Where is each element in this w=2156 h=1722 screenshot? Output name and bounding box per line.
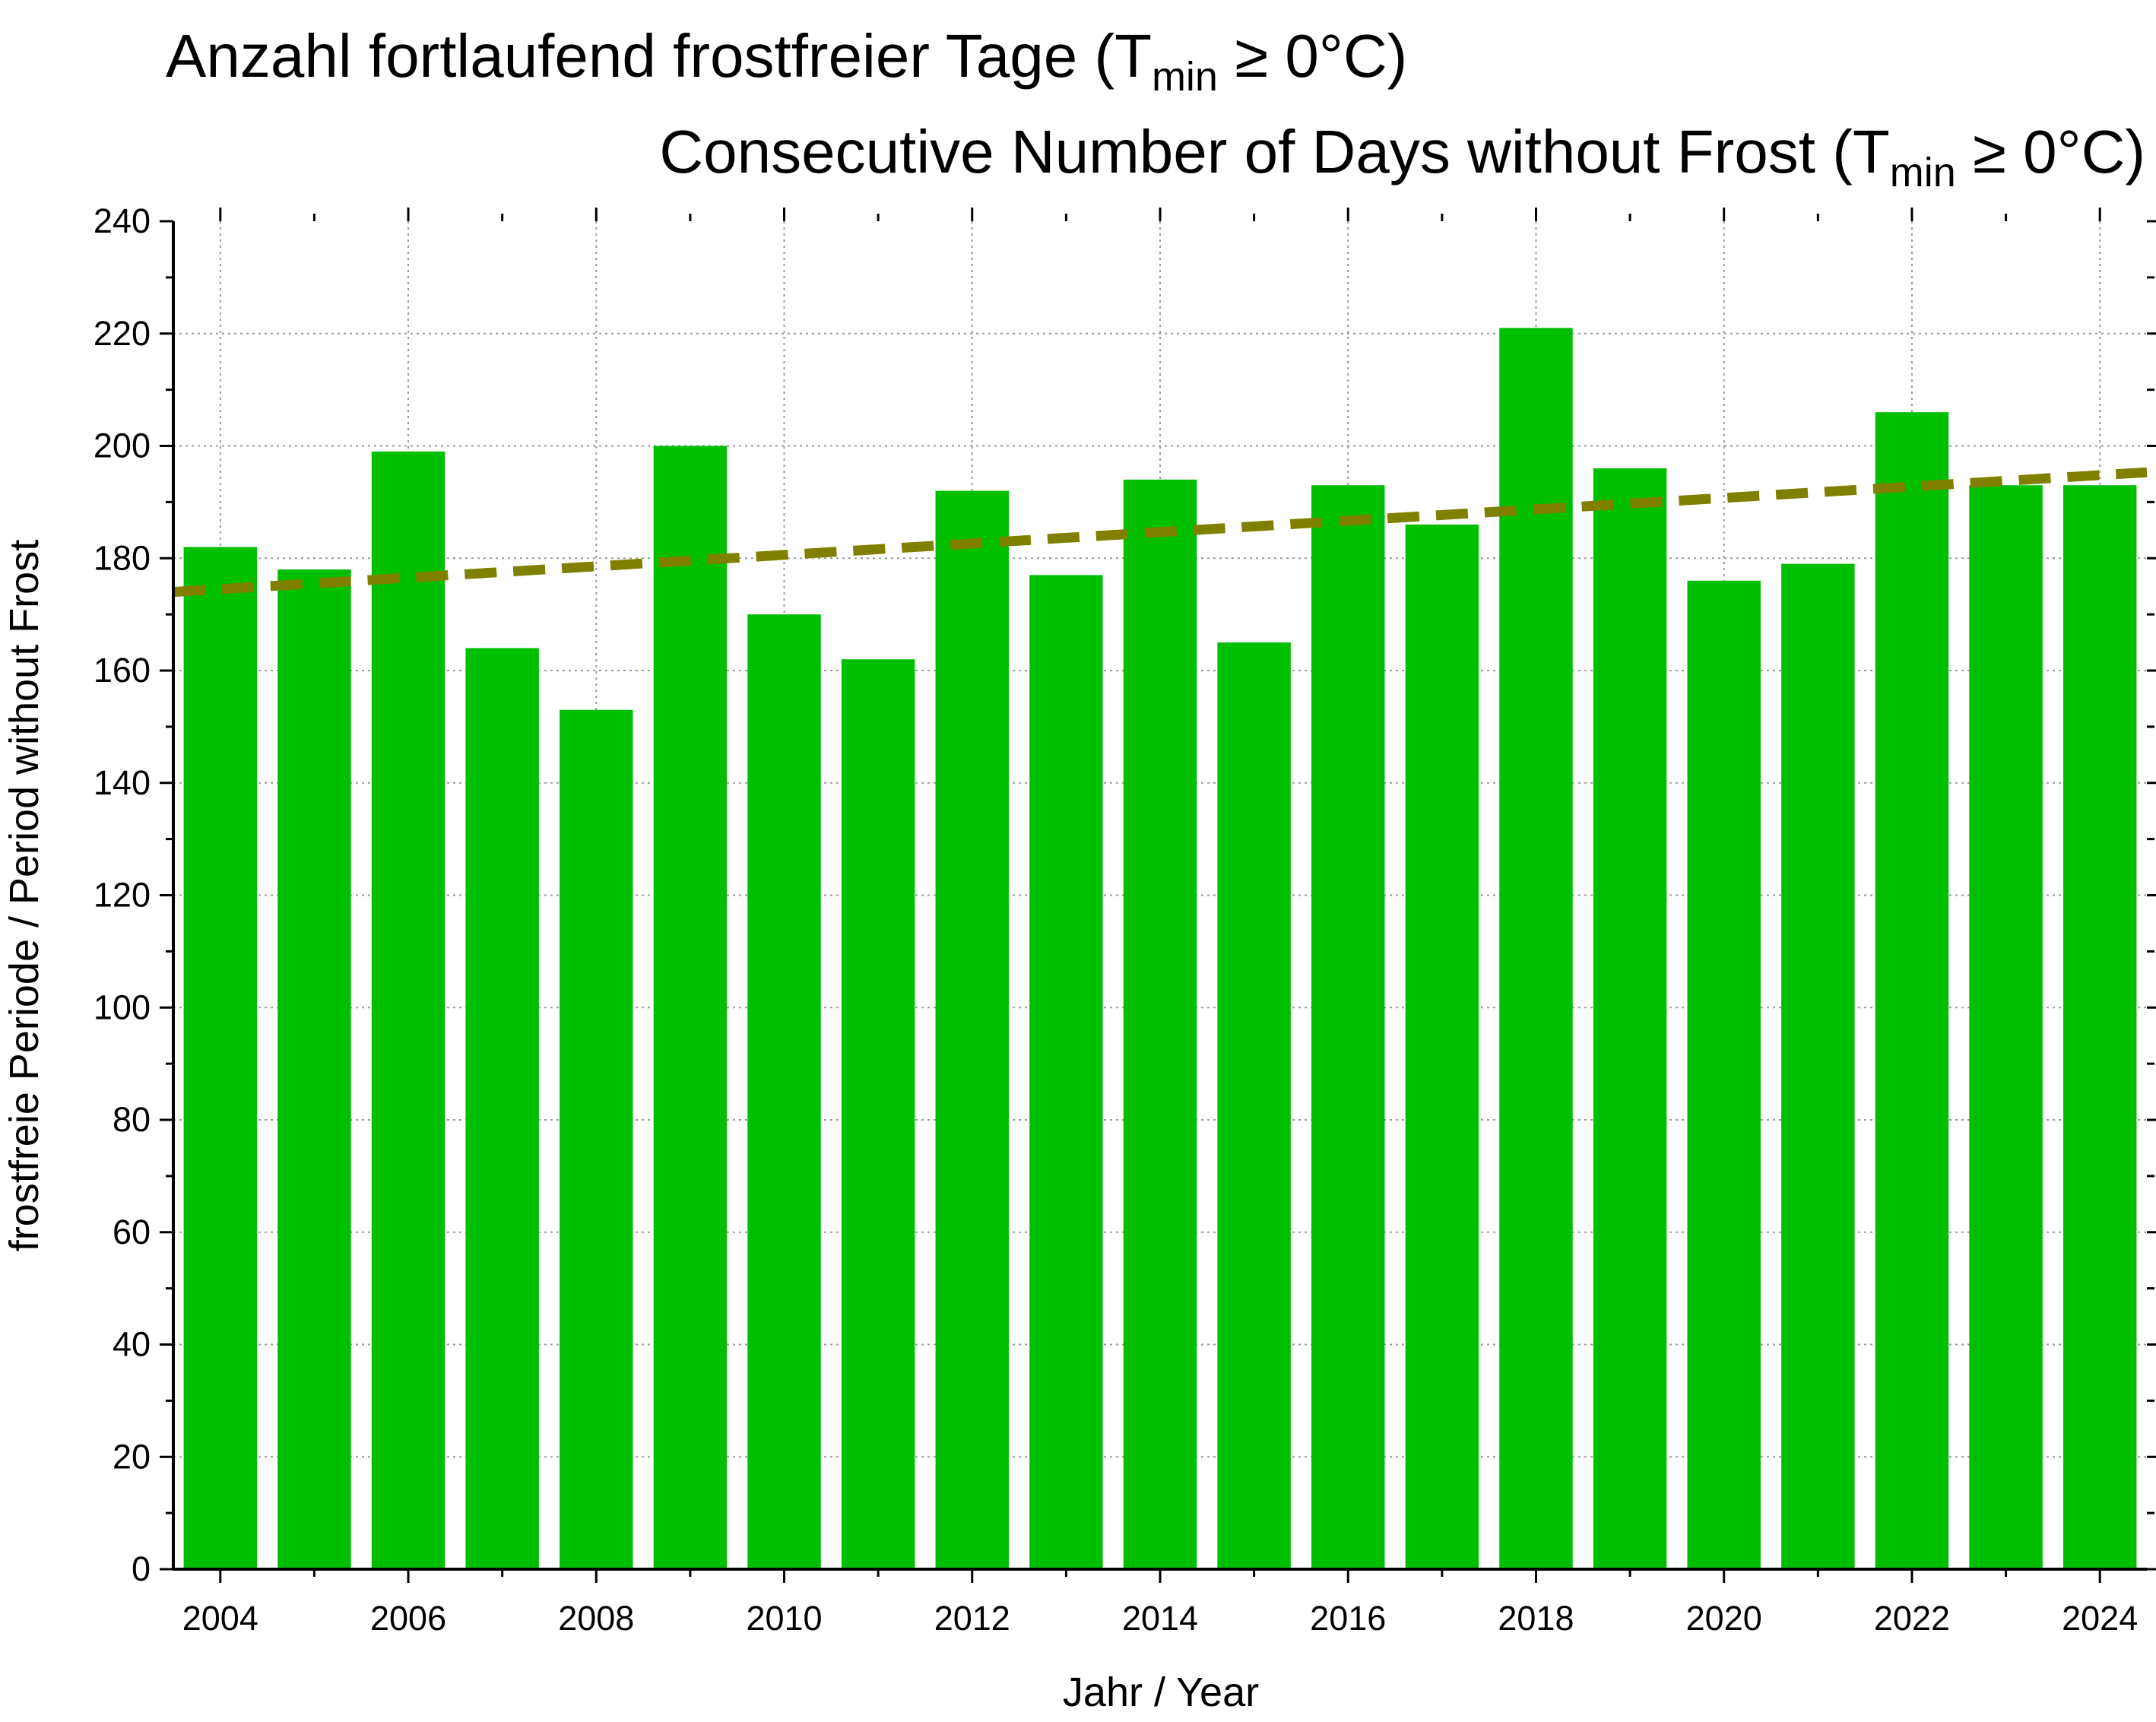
chart-title-english: Consecutive Number of Days without Frost…	[659, 118, 2145, 195]
y-tick-label: 40	[113, 1325, 151, 1364]
y-tick-label: 200	[94, 427, 151, 465]
bar-2016	[1311, 485, 1385, 1569]
bar-2015	[1217, 642, 1291, 1569]
x-tick-label: 2004	[182, 1599, 258, 1638]
bar-2012	[935, 490, 1009, 1569]
trend-line-group	[173, 467, 2148, 598]
y-tick-label: 120	[94, 876, 151, 915]
x-axis-title: Jahr / Year	[1063, 1670, 1259, 1715]
bar-2004	[183, 547, 258, 1569]
bar-2019	[1593, 468, 1667, 1569]
x-tick-label: 2022	[1874, 1599, 1950, 1638]
bar-2018	[1499, 328, 1573, 1569]
bar-2008	[560, 709, 633, 1569]
y-tick-label: 240	[94, 201, 151, 240]
bar-2023	[1969, 485, 2043, 1569]
bar-2011	[841, 659, 915, 1569]
chart-title-german: Anzahl fortlaufend frostfreier Tage (Tmi…	[166, 22, 1408, 100]
y-tick-label: 80	[113, 1100, 151, 1139]
x-tick-label: 2008	[558, 1599, 634, 1638]
trend-line	[173, 467, 2148, 598]
bar-2017	[1405, 524, 1479, 1569]
bar-2007	[465, 648, 539, 1570]
y-axis-title: frostfreie Periode / Period without Fros…	[2, 540, 47, 1251]
bar-2014	[1123, 479, 1197, 1570]
y-tick-label: 0	[132, 1549, 151, 1588]
y-tick-label: 20	[113, 1437, 151, 1476]
bar-2010	[747, 614, 821, 1569]
x-tick-label: 2016	[1310, 1599, 1386, 1638]
x-tick-label: 2018	[1498, 1599, 1574, 1638]
x-tick-label: 2012	[934, 1599, 1010, 1638]
x-tick-label: 2006	[370, 1599, 446, 1638]
y-tick-label: 160	[94, 651, 151, 690]
bar-2005	[277, 569, 351, 1569]
x-tick-label: 2010	[746, 1599, 822, 1638]
bar-2020	[1687, 580, 1761, 1569]
y-tick-label: 220	[94, 314, 151, 353]
bar-2006	[371, 451, 445, 1570]
bars	[183, 328, 2137, 1570]
y-tick-label: 60	[113, 1213, 151, 1251]
x-tick-label: 2020	[1686, 1599, 1762, 1638]
y-tick-label: 180	[94, 538, 151, 577]
bar-2024	[2062, 485, 2137, 1569]
x-tick-label: 2024	[2062, 1599, 2138, 1638]
axes	[160, 208, 2156, 1583]
bar-2009	[653, 446, 728, 1569]
y-tick-label: 100	[94, 988, 151, 1026]
tick-labels: 0 20 40 60 80 100 120 140 160 180 200 220 240 2004 200…	[94, 201, 2138, 1638]
bar-2021	[1781, 563, 1855, 1570]
bar-2022	[1875, 412, 1949, 1569]
x-tick-label: 2014	[1122, 1599, 1198, 1638]
bar-2013	[1029, 575, 1103, 1569]
y-tick-label: 140	[94, 763, 151, 802]
